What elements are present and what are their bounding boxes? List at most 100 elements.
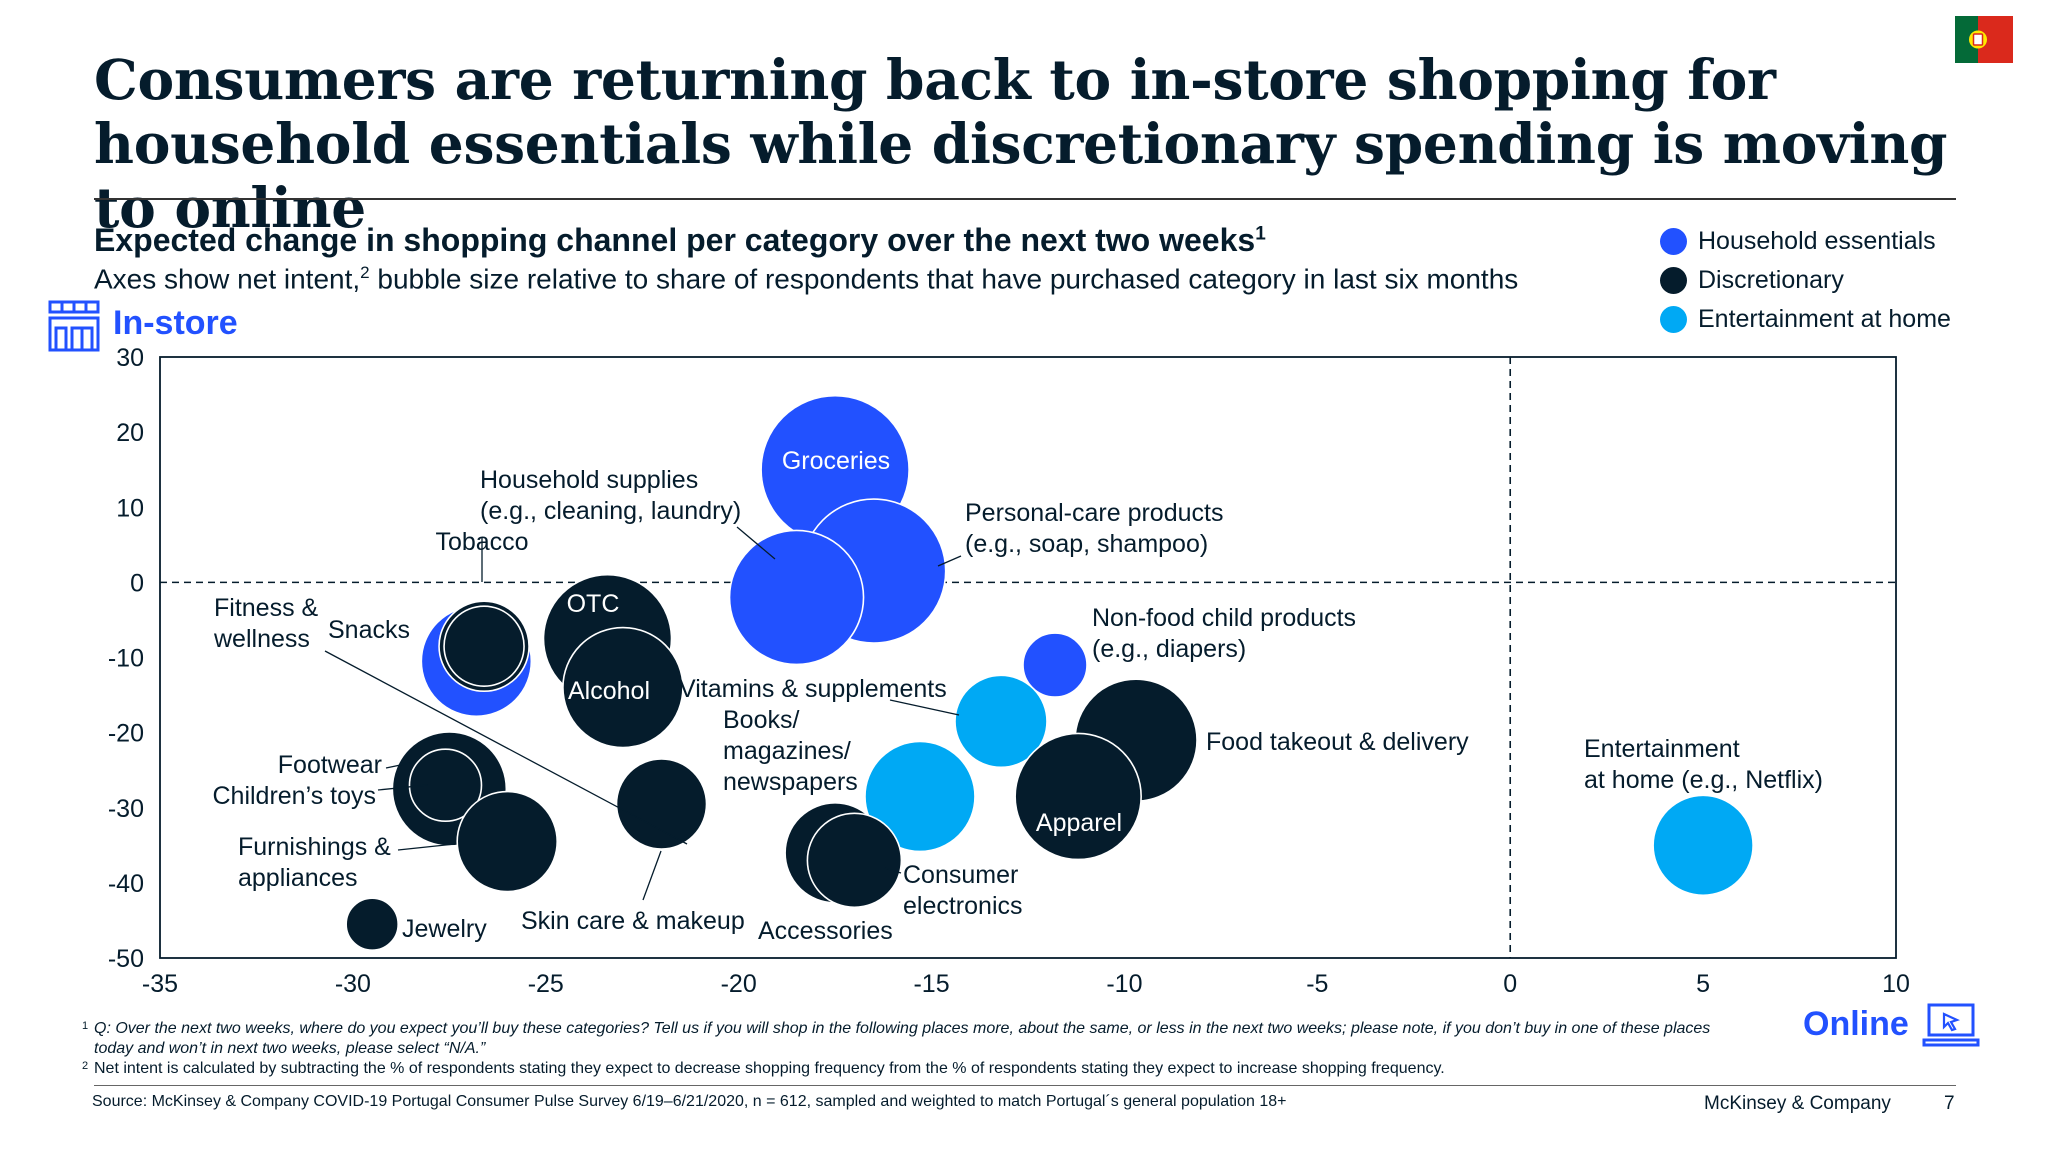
bubble-household-supplies-e-g-cleaning-laundry: [728, 529, 865, 666]
footnote-ref-1: 1: [1255, 223, 1266, 245]
leader-skin-care: [642, 850, 662, 901]
legend-swatch-household: [1660, 228, 1687, 255]
leader-personal-care: [937, 555, 962, 567]
label-apparel: Apparel: [1036, 809, 1122, 837]
label-entertainment-at-home-line-2: at home (e.g., Netflix): [1584, 766, 1823, 794]
label-furnishings-appliances-line-2: appliances: [238, 864, 358, 892]
y-tick-label: -10: [108, 645, 144, 673]
label-fitness-wellness-line-1: Fitness &: [214, 594, 319, 622]
label-vitamins-supplements: Vitamins & supplements: [679, 675, 947, 703]
store-icon: [48, 300, 100, 352]
y-tick-label: -30: [108, 795, 144, 823]
laptop-cursor-icon: [1922, 1003, 1980, 1047]
leader-vitamins: [889, 699, 960, 716]
bubble-children-s-toys: [408, 748, 483, 823]
y-tick-label: -40: [108, 870, 144, 898]
leader-household-supplies: [736, 526, 776, 560]
leader-consumer-electronics: [884, 867, 902, 874]
chart-bubbles: [345, 394, 1754, 951]
bubble-vitamins-supplements: [954, 674, 1048, 769]
y-tick-label: 20: [116, 419, 144, 447]
label-jewelry: Jewelry: [402, 915, 487, 943]
x-tick-label: -15: [913, 970, 949, 998]
label-furnishings-appliances-line-1: Furnishings &: [238, 833, 391, 861]
label-groceries: Groceries: [782, 447, 890, 475]
leader-footwear: [385, 761, 416, 769]
label-personal-care-line-2: (e.g., soap, shampoo): [965, 530, 1208, 558]
x-tick-label: 10: [1882, 970, 1910, 998]
footnotes: 1 Q: Over the next two weeks, where do yo…: [82, 1019, 1722, 1079]
x-tick-label: -30: [335, 970, 371, 998]
bubble-jewelry: [345, 897, 399, 951]
chart-leader-lines: [324, 526, 962, 901]
label-consumer-electronics-line-1: Consumer: [903, 861, 1018, 889]
x-tick-label: 0: [1503, 970, 1517, 998]
label-books-magazines-newspapers-line-2: magazines/: [723, 737, 851, 765]
chart-subtitle: Expected change in shopping channel per …: [94, 222, 1266, 258]
footer-divider: [94, 1085, 1956, 1086]
label-accessories: Accessories: [758, 917, 893, 945]
title-divider: [94, 198, 1956, 200]
y-tick-label: 30: [116, 344, 144, 372]
label-otc: OTC: [567, 590, 620, 618]
chart-legend: Household essentials Discretionary Enter…: [1660, 222, 1951, 339]
chart-labels: Groceries OTC Alcohol Apparel Household supp…: [212, 447, 1823, 945]
page-title: Consumers are returning back to in-store…: [94, 47, 1948, 240]
bubble-entertainment-at-home-e-g-netflix: [1652, 794, 1754, 897]
legend-label: Household essentials: [1698, 227, 1936, 255]
label-food-takeout-delivery: Food takeout & delivery: [1206, 728, 1469, 756]
label-household-supplies-line-1: Household supplies: [480, 466, 698, 494]
y-tick-label: -50: [108, 945, 144, 973]
label-non-food-child-products-line-1: Non-food child products: [1092, 604, 1356, 632]
x-tick-label: -5: [1306, 970, 1328, 998]
legend-swatch-entertainment: [1660, 306, 1687, 333]
portugal-flag-icon: [1955, 16, 2013, 63]
x-tick-label: -35: [142, 970, 178, 998]
legend-label: Entertainment at home: [1698, 305, 1951, 333]
legend-label: Discretionary: [1698, 266, 1844, 294]
y-tick-label: 0: [130, 569, 144, 597]
instore-axis-label: In-store: [113, 304, 238, 342]
chart-axes: -35 -30 -25 -20 -15 -10 -5 0 5 103020100-10-20-30…: [108, 344, 1910, 998]
label-books-magazines-newspapers-line-3: newspapers: [723, 768, 858, 796]
x-tick-label: 5: [1696, 970, 1710, 998]
leader-childrens-toys: [377, 784, 429, 791]
label-skin-care-makeup: Skin care & makeup: [521, 907, 745, 935]
footnote-ref-2: 2: [360, 263, 370, 282]
bubble-consumer-electronics: [806, 812, 903, 909]
legend-item-entertainment: Entertainment at home: [1660, 300, 1951, 339]
label-childrens-toys: Children’s toys: [212, 782, 376, 810]
label-entertainment-at-home-line-1: Entertainment: [1584, 735, 1740, 763]
footnote-2: 2 Net intent is calculated by subtracting…: [82, 1060, 1445, 1077]
x-tick-label: -25: [528, 970, 564, 998]
label-household-supplies-line-2: (e.g., cleaning, laundry): [480, 497, 741, 525]
bubble-skin-care-makeup: [615, 758, 708, 850]
bubble-books-magazines-newspapers: [864, 740, 976, 853]
legend-swatch-discretionary: [1660, 267, 1687, 294]
chart-description: Axes show net intent,2 bubble size relat…: [94, 263, 1519, 295]
leader-fitness: [324, 650, 688, 845]
source-note: Source: McKinsey & Company COVID-19 Port…: [92, 1093, 1287, 1110]
bubble-alcohol: [562, 626, 684, 749]
company-name: McKinsey & Company: [1704, 1093, 1891, 1114]
label-books-magazines-newspapers-line-1: Books/: [723, 706, 799, 734]
label-personal-care-line-1: Personal-care products: [965, 499, 1223, 527]
label-footwear: Footwear: [278, 751, 382, 779]
y-tick-label: 10: [116, 494, 144, 522]
footnote-1: 1 Q: Over the next two weeks, where do yo…: [82, 1020, 1711, 1057]
bubble-apparel: [1014, 732, 1142, 861]
page-number: 7: [1944, 1093, 1955, 1114]
label-tobacco: Tobacco: [435, 528, 528, 556]
plot-frame: [159, 356, 1897, 959]
x-tick-label: -20: [721, 970, 757, 998]
legend-item-household: Household essentials: [1660, 222, 1951, 261]
online-axis-label: Online: [1803, 1005, 1909, 1043]
bubble-furnishings-appliances: [456, 790, 559, 893]
label-consumer-electronics-line-2: electronics: [903, 892, 1023, 920]
bubble-snacks: [443, 605, 525, 688]
legend-item-discretionary: Discretionary: [1660, 261, 1951, 300]
label-non-food-child-products-line-2: (e.g., diapers): [1092, 635, 1246, 663]
label-snacks: Snacks: [328, 616, 410, 644]
bubble-non-food-child-products-e-g-diapers: [1022, 632, 1088, 698]
